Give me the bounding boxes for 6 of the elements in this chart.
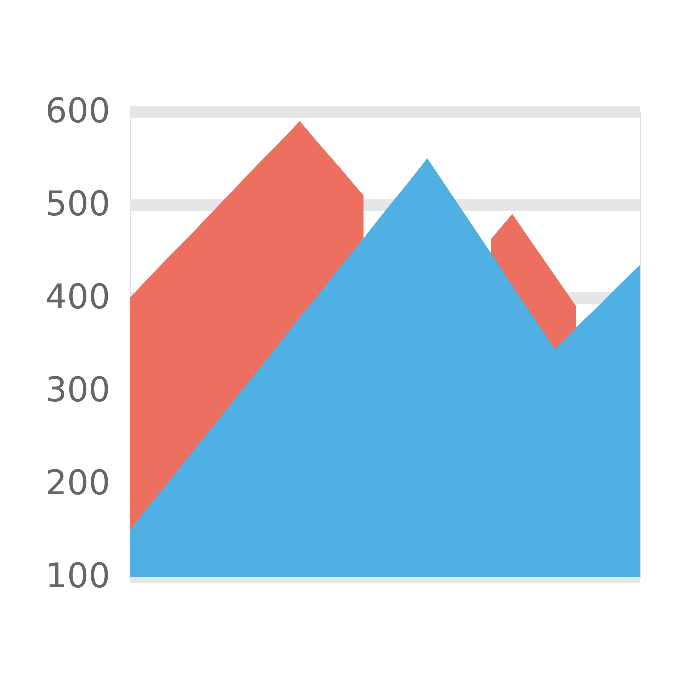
- y-tick-label: 500: [46, 184, 110, 224]
- y-tick-label: 100: [46, 556, 110, 596]
- y-tick-label: 300: [46, 370, 110, 410]
- y-tick-label: 400: [46, 278, 110, 318]
- y-tick-label: 600: [46, 92, 110, 132]
- y-tick-label: 200: [46, 464, 110, 504]
